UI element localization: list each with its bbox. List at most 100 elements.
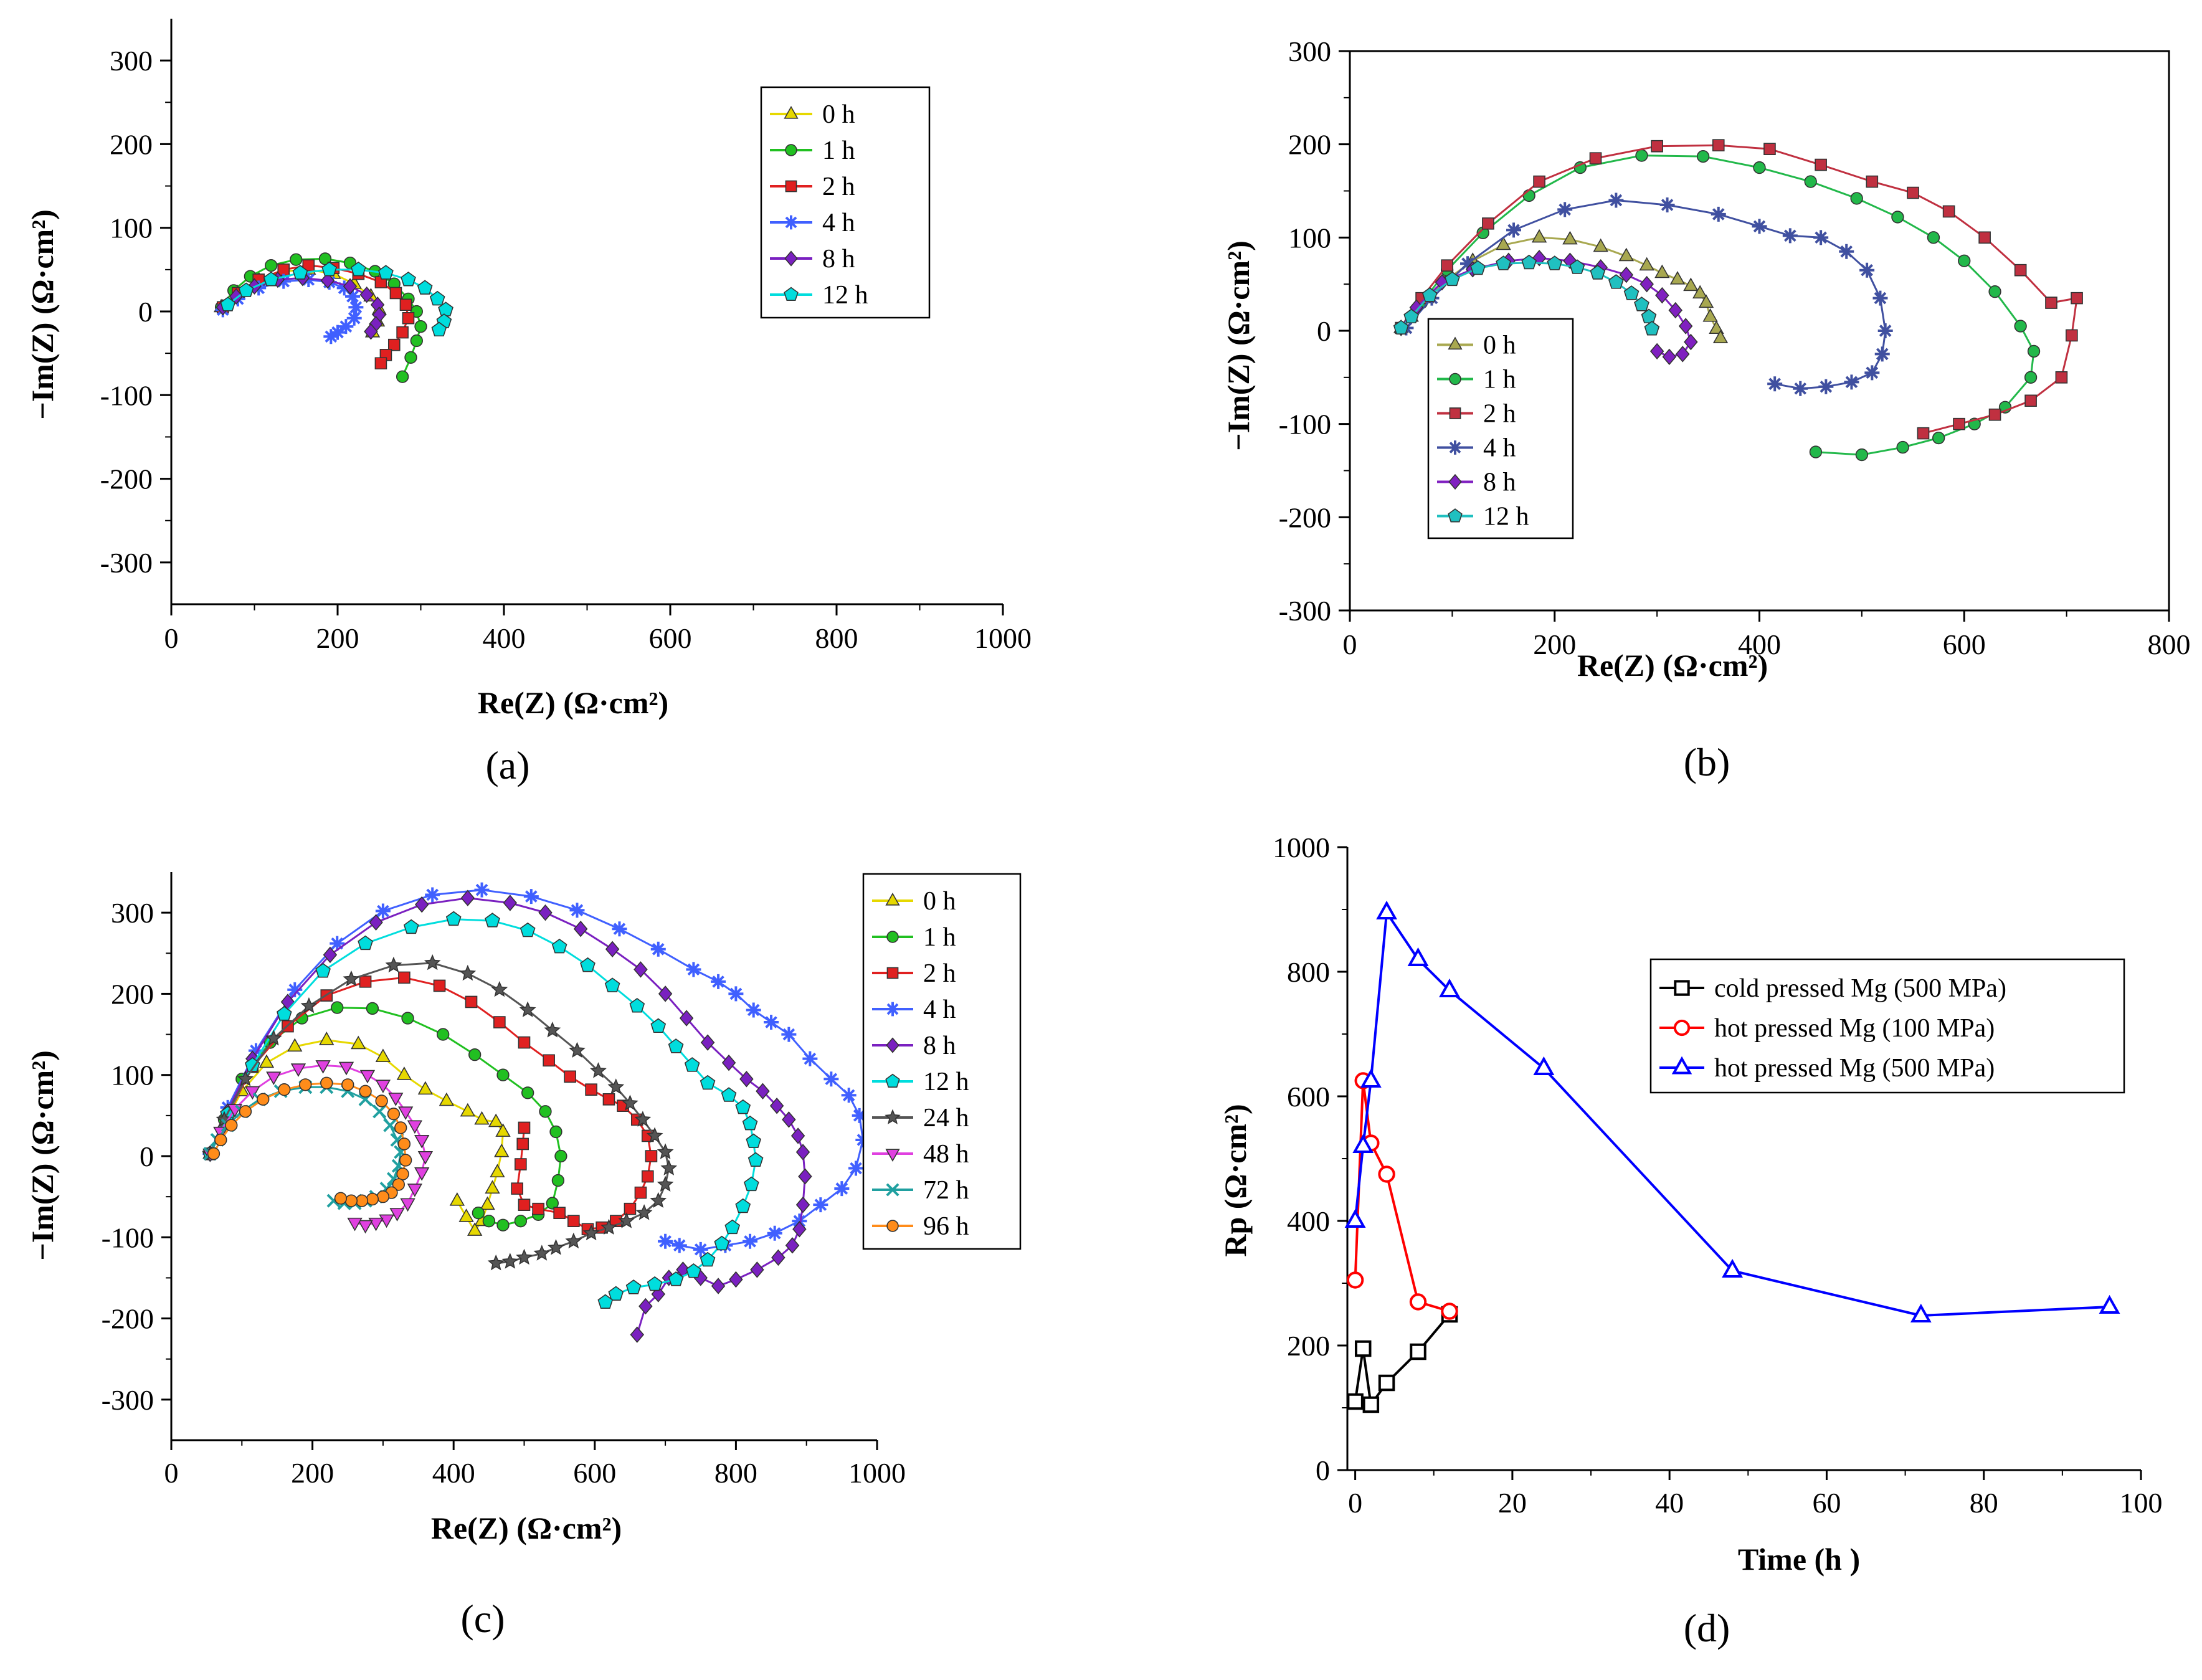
data-point <box>605 941 620 958</box>
data-point <box>437 1028 450 1041</box>
data-point <box>700 1251 716 1267</box>
legend-swatch-marker <box>886 967 899 979</box>
data-point <box>425 887 440 903</box>
data-point <box>238 282 254 297</box>
data-point <box>396 1167 409 1180</box>
series-4 <box>215 272 364 344</box>
x-tick-label: 1000 <box>848 1457 906 1489</box>
data-point <box>573 920 588 937</box>
legend-swatch-marker <box>1671 1056 1692 1075</box>
legend-label: 4 h <box>1483 434 1516 463</box>
data-point <box>359 1084 372 1098</box>
legend-swatch-marker <box>1448 473 1462 490</box>
data-point <box>1872 290 1888 306</box>
data-point <box>320 272 335 289</box>
y-tick-label: 200 <box>111 978 154 1010</box>
panel-label: (d) <box>1684 1606 1730 1650</box>
data-point <box>319 1032 335 1045</box>
data-point <box>743 1233 758 1249</box>
data-point <box>551 938 567 954</box>
legend-swatch-marker <box>885 1109 901 1124</box>
data-point <box>679 1010 694 1027</box>
data-point <box>1644 321 1660 336</box>
data-point <box>1864 365 1880 381</box>
series-line <box>209 976 652 1230</box>
data-point <box>375 903 391 919</box>
y-tick-label: -100 <box>102 1222 154 1253</box>
data-point <box>401 1012 414 1025</box>
series-3 <box>1395 139 2083 440</box>
x-axis-title: Re(Z) (Ω·cm²) <box>478 685 668 720</box>
data-point <box>548 1239 564 1255</box>
data-point <box>1815 158 1827 171</box>
data-point <box>220 297 236 311</box>
panel-label: (a) <box>485 743 529 787</box>
data-point <box>852 1108 867 1123</box>
data-point <box>834 1181 850 1197</box>
data-point <box>2024 394 2037 407</box>
data-point <box>468 1048 482 1061</box>
y-tick-label: 200 <box>110 128 153 160</box>
data-point <box>564 1070 576 1083</box>
x-tick-label: 200 <box>316 622 359 654</box>
data-point <box>397 1106 414 1120</box>
data-point <box>1506 222 1521 238</box>
data-point <box>323 329 339 344</box>
data-point <box>650 1192 667 1208</box>
data-point <box>1496 236 1511 250</box>
data-point <box>336 280 352 296</box>
data-point <box>767 1225 782 1241</box>
data-point <box>668 1271 684 1286</box>
data-point <box>1668 301 1682 319</box>
legend-label: 1 h <box>822 136 855 165</box>
data-point <box>358 935 373 951</box>
data-point <box>407 1184 423 1197</box>
data-point <box>1639 257 1654 271</box>
data-point <box>721 1054 736 1071</box>
x-tick-label: 400 <box>432 1457 475 1489</box>
y-tick-label: 400 <box>1287 1205 1330 1237</box>
data-point <box>301 272 316 287</box>
data-point <box>544 1021 561 1038</box>
legend-swatch-marker <box>1449 407 1461 419</box>
data-point <box>433 979 446 992</box>
data-point <box>1376 900 1397 919</box>
data-point <box>359 286 374 303</box>
data-point <box>1753 161 1766 174</box>
data-point <box>657 1175 674 1192</box>
data-point <box>1855 448 1869 462</box>
data-point <box>514 1215 527 1228</box>
series-line <box>209 962 670 1265</box>
data-point <box>1712 330 1729 343</box>
data-point <box>244 1057 260 1072</box>
legend-label: 0 h <box>822 100 855 129</box>
legend-label: 4 h <box>923 995 956 1024</box>
data-point <box>1562 230 1578 245</box>
data-point <box>315 962 331 978</box>
data-point <box>549 1125 562 1139</box>
data-point <box>798 1168 812 1185</box>
data-point <box>331 1001 344 1014</box>
data-point <box>580 957 596 972</box>
data-point <box>1844 374 1859 390</box>
data-point <box>359 975 372 988</box>
y-tick-label: 100 <box>1288 222 1331 254</box>
x-tick-label: 600 <box>649 622 692 654</box>
data-point <box>1439 978 1460 997</box>
legend-swatch-marker <box>1448 336 1463 350</box>
data-point <box>1782 228 1798 244</box>
data-point <box>1590 265 1606 280</box>
legend-swatch-marker <box>886 1037 899 1053</box>
data-point <box>1393 320 1409 335</box>
data-point <box>259 1054 275 1068</box>
data-point <box>1763 143 1776 155</box>
data-point <box>403 919 419 934</box>
data-point <box>1641 308 1657 324</box>
data-point <box>634 961 648 978</box>
data-point <box>724 1219 741 1235</box>
data-point <box>237 1070 254 1086</box>
x-tick-label: 600 <box>573 1457 616 1489</box>
data-point <box>351 261 366 277</box>
legend-label: 72 h <box>923 1176 969 1205</box>
data-point <box>330 936 345 951</box>
